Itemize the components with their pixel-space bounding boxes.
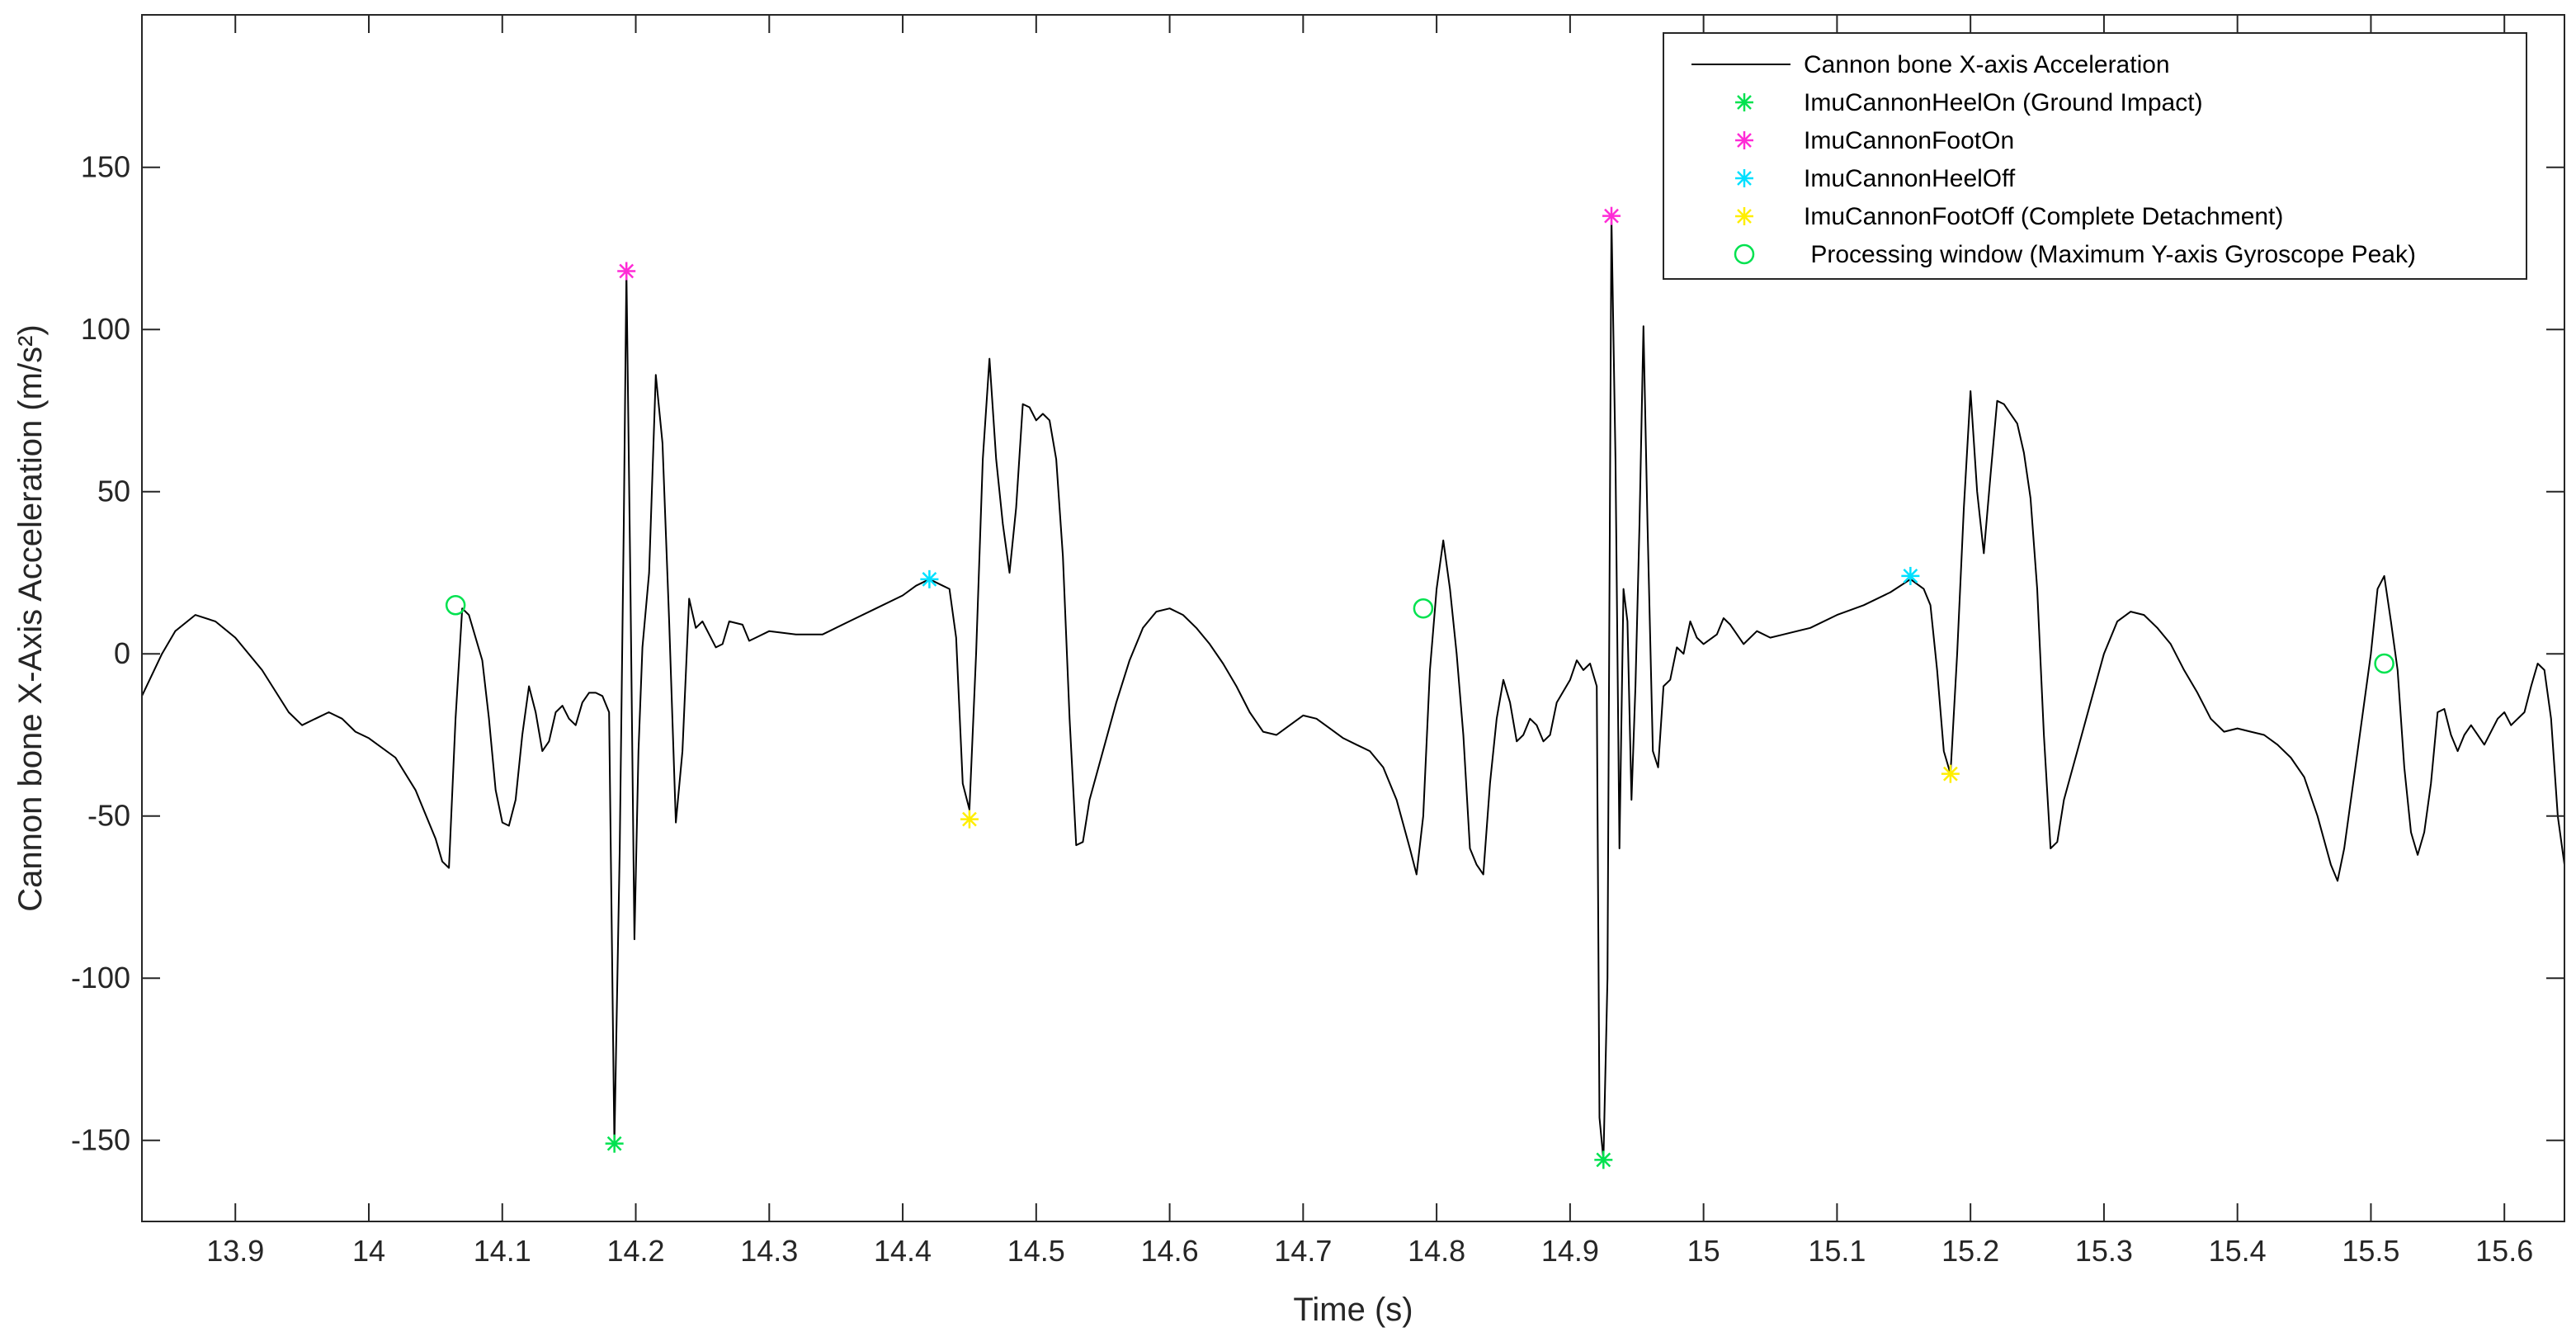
legend-star-symbol <box>1735 131 1753 149</box>
signal-line <box>141 215 2565 1161</box>
x-axis-title: Time (s) <box>1293 1292 1413 1328</box>
marker-layer <box>445 206 2394 1169</box>
y-tick-label: 50 <box>97 475 130 508</box>
marker-heel-off-0 <box>920 569 939 588</box>
x-tick-label: 15 <box>1687 1234 1720 1268</box>
x-tick-label: 15.4 <box>2209 1234 2267 1268</box>
marker-window-2 <box>2374 653 2394 674</box>
legend-star-symbol <box>1735 93 1753 111</box>
x-tick-label: 14.4 <box>874 1234 932 1268</box>
x-axis: 13.9 14 14.1 14.2 14.3 14.4 14.5 14.6 14.7 14.8 14… <box>206 15 2533 1268</box>
x-tick-label: 14.5 <box>1007 1234 1065 1268</box>
legend-label: ImuCannonHeelOff <box>1804 165 2016 192</box>
legend-label: Processing window (Maximum Y-axis Gyrosc… <box>1804 241 2416 268</box>
signal-layer <box>141 215 2565 1161</box>
x-tick-label: 14.3 <box>740 1234 798 1268</box>
marker-foot-on-1 <box>1602 206 1621 225</box>
legend-star-symbol <box>1735 207 1753 225</box>
x-tick-label: 14.8 <box>1408 1234 1465 1268</box>
x-tick-label: 13.9 <box>206 1234 264 1268</box>
marker-window-0 <box>445 595 466 616</box>
y-tick-label: 150 <box>81 150 130 184</box>
x-tick-label: 15.6 <box>2475 1234 2533 1268</box>
legend-box <box>1663 32 2527 280</box>
x-tick-label: 14.1 <box>474 1234 531 1268</box>
x-tick-label: 14.6 <box>1141 1234 1199 1268</box>
y-axis-title: Cannon bone X-Axis Acceleration (m/s²) <box>12 324 49 911</box>
legend-items: Cannon bone X-axis Acceleration ImuCannon… <box>1691 51 2416 268</box>
x-tick-label: 15.3 <box>2075 1234 2133 1268</box>
legend-star-symbol <box>1735 169 1753 187</box>
marker-foot-on-0 <box>617 262 636 281</box>
x-tick-label: 15.2 <box>1941 1234 1999 1268</box>
marker-heel-on-1 <box>1594 1150 1613 1169</box>
marker-heel-on-0 <box>605 1134 624 1153</box>
x-tick-label: 15.1 <box>1808 1234 1866 1268</box>
marker-window-1 <box>1413 598 1434 619</box>
marker-foot-off-1 <box>1941 764 1960 783</box>
legend-label: ImuCannonFootOff (Complete Detachment) <box>1804 203 2283 230</box>
y-tick-label: -100 <box>71 961 130 994</box>
x-tick-label: 15.5 <box>2342 1234 2399 1268</box>
y-tick-label: -50 <box>87 799 130 833</box>
x-tick-label: 14 <box>352 1234 385 1268</box>
legend-label: Cannon bone X-axis Acceleration <box>1804 51 2170 78</box>
y-tick-label: -150 <box>71 1123 130 1157</box>
legend-circle-symbol <box>1734 243 1755 265</box>
marker-foot-off-0 <box>960 810 979 829</box>
y-axis: -150 -100 -50 0 50 100 150 <box>71 150 2564 1157</box>
plot-frame <box>141 14 2565 1222</box>
legend-label: ImuCannonHeelOn (Ground Impact) <box>1804 89 2203 116</box>
marker-heel-off-1 <box>1901 566 1920 585</box>
x-tick-label: 14.9 <box>1541 1234 1599 1268</box>
y-tick-label: 100 <box>81 312 130 346</box>
x-tick-label: 14.2 <box>606 1234 664 1268</box>
legend-label: ImuCannonFootOn <box>1804 127 2014 154</box>
y-tick-label: 0 <box>114 636 130 670</box>
legend: Cannon bone X-axis Acceleration ImuCannon… <box>1663 32 2527 280</box>
x-tick-label: 14.7 <box>1274 1234 1332 1268</box>
